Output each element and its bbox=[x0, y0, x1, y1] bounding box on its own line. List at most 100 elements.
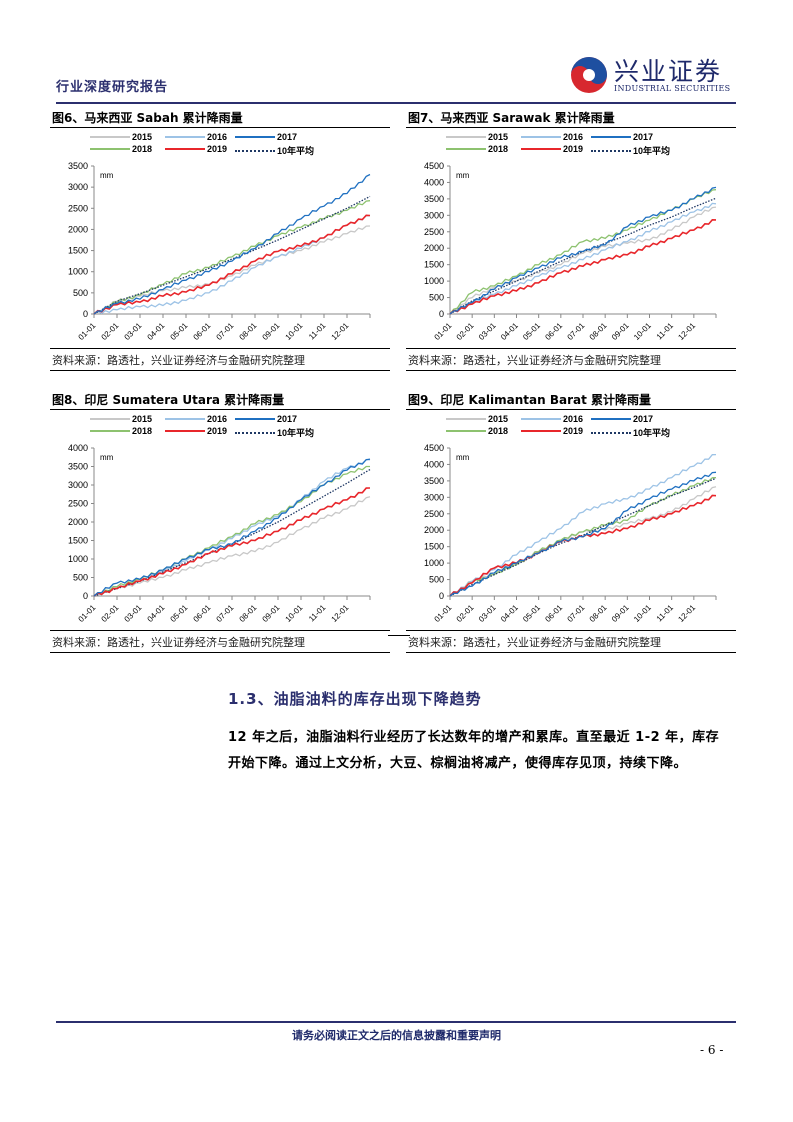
chart-legend: 2015 2016 2017 2018 2019 10年平均 bbox=[50, 132, 390, 156]
svg-text:09-01: 09-01 bbox=[610, 321, 631, 342]
dotted-line-swatch-icon bbox=[235, 431, 275, 434]
svg-text:4000: 4000 bbox=[424, 177, 444, 187]
svg-text:2000: 2000 bbox=[68, 517, 88, 527]
legend-label: 2016 bbox=[563, 414, 584, 424]
figure-title: 图6、马来西亚 Sabah 累计降雨量 bbox=[52, 111, 243, 125]
dotted-line-swatch-icon bbox=[591, 431, 631, 434]
legend-label: 2017 bbox=[633, 132, 654, 142]
legend-item-10年平均: 10年平均 bbox=[235, 426, 314, 439]
line-chart: 0 500 1000 1500 2000 2500 3000 3500 4000 4500 mm 01… bbox=[424, 443, 717, 624]
section-title: 1.3、油脂油料的库存出现下降趋势 bbox=[228, 690, 482, 708]
legend-label: 10年平均 bbox=[633, 146, 671, 156]
svg-text:mm: mm bbox=[100, 171, 114, 180]
svg-text:3000: 3000 bbox=[68, 182, 88, 192]
legend-label: 2019 bbox=[207, 144, 228, 154]
line-swatch-icon bbox=[235, 136, 275, 138]
svg-text:mm: mm bbox=[456, 453, 470, 462]
svg-text:04-01: 04-01 bbox=[146, 603, 167, 624]
svg-text:08-01: 08-01 bbox=[238, 603, 259, 624]
svg-text:0: 0 bbox=[83, 591, 88, 601]
line-swatch-icon bbox=[165, 136, 205, 138]
line-swatch-icon bbox=[521, 148, 561, 150]
line-swatch-icon bbox=[446, 148, 486, 150]
svg-text:4000: 4000 bbox=[424, 459, 444, 469]
svg-text:08-01: 08-01 bbox=[588, 321, 609, 342]
svg-text:03-01: 03-01 bbox=[123, 603, 144, 624]
line-swatch-icon bbox=[90, 148, 130, 150]
svg-text:500: 500 bbox=[73, 573, 88, 583]
line-swatch-icon bbox=[446, 430, 486, 432]
svg-text:06-01: 06-01 bbox=[543, 603, 564, 624]
svg-text:09-01: 09-01 bbox=[610, 603, 631, 624]
svg-text:02-01: 02-01 bbox=[100, 603, 121, 624]
svg-text:05-01: 05-01 bbox=[521, 321, 542, 342]
svg-text:12-01: 12-01 bbox=[676, 321, 697, 342]
svg-text:01-01: 01-01 bbox=[77, 603, 98, 624]
line-swatch-icon bbox=[90, 430, 130, 432]
svg-text:3500: 3500 bbox=[424, 194, 444, 204]
legend-label: 2018 bbox=[132, 426, 153, 436]
dotted-line-swatch-icon bbox=[235, 149, 275, 152]
svg-text:mm: mm bbox=[100, 453, 114, 462]
svg-text:2500: 2500 bbox=[68, 499, 88, 509]
svg-text:03-01: 03-01 bbox=[477, 603, 498, 624]
svg-text:1500: 1500 bbox=[68, 536, 88, 546]
svg-text:0: 0 bbox=[439, 309, 444, 319]
svg-text:05-01: 05-01 bbox=[521, 603, 542, 624]
line-swatch-icon bbox=[521, 430, 561, 432]
svg-text:02-01: 02-01 bbox=[455, 603, 476, 624]
svg-text:07-01: 07-01 bbox=[566, 321, 587, 342]
svg-text:1500: 1500 bbox=[424, 542, 444, 552]
figure-title: 图8、印尼 Sumatera Utara 累计降雨量 bbox=[52, 393, 285, 407]
legend-item-2019: 2019 bbox=[521, 426, 583, 436]
svg-text:4000: 4000 bbox=[68, 443, 88, 453]
figure-source-rule bbox=[50, 348, 390, 349]
svg-text:3000: 3000 bbox=[424, 210, 444, 220]
figure-bottom-rule bbox=[406, 370, 736, 371]
legend-item-2016: 2016 bbox=[521, 414, 583, 424]
svg-text:2000: 2000 bbox=[424, 243, 444, 253]
figure-title-rule bbox=[406, 409, 736, 410]
svg-text:12-01: 12-01 bbox=[676, 603, 697, 624]
figure-source: 资料来源：路透社，兴业证券经济与金融研究院整理 bbox=[408, 354, 661, 367]
svg-text:02-01: 02-01 bbox=[100, 321, 121, 342]
legend-item-2015: 2015 bbox=[446, 132, 508, 142]
figure-title-rule bbox=[406, 127, 736, 128]
svg-text:10-01: 10-01 bbox=[284, 603, 305, 624]
figure-bottom-rule bbox=[50, 652, 390, 653]
logo-text-en: INDUSTRIAL SECURITIES bbox=[614, 84, 731, 93]
legend-item-2017: 2017 bbox=[235, 132, 297, 142]
legend-item-2017: 2017 bbox=[591, 414, 653, 424]
legend-label: 2015 bbox=[488, 132, 509, 142]
legend-label: 2019 bbox=[207, 426, 228, 436]
legend-item-2019: 2019 bbox=[165, 144, 227, 154]
svg-text:2500: 2500 bbox=[424, 227, 444, 237]
figure-7: 图7、马来西亚 Sarawak 累计降雨量 2015 2016 2017 2018 201… bbox=[406, 106, 736, 374]
svg-text:11-01: 11-01 bbox=[307, 603, 328, 624]
figure-title-rule bbox=[50, 127, 390, 128]
svg-text:06-01: 06-01 bbox=[192, 603, 213, 624]
legend-label: 2019 bbox=[563, 144, 584, 154]
svg-text:07-01: 07-01 bbox=[566, 603, 587, 624]
svg-text:4500: 4500 bbox=[424, 443, 444, 453]
svg-text:3500: 3500 bbox=[424, 476, 444, 486]
figure-bottom-rule bbox=[50, 370, 390, 371]
report-type: 行业深度研究报告 bbox=[56, 80, 169, 95]
legend-label: 2019 bbox=[563, 426, 584, 436]
legend-label: 2016 bbox=[207, 414, 228, 424]
svg-text:4500: 4500 bbox=[424, 161, 444, 171]
figure-source-rule bbox=[406, 630, 736, 631]
svg-text:1000: 1000 bbox=[424, 276, 444, 286]
legend-item-2019: 2019 bbox=[165, 426, 227, 436]
line-swatch-icon bbox=[521, 136, 561, 138]
svg-text:500: 500 bbox=[429, 575, 444, 585]
svg-text:09-01: 09-01 bbox=[261, 603, 282, 624]
legend-label: 2015 bbox=[132, 414, 153, 424]
figure-6: 图6、马来西亚 Sabah 累计降雨量 2015 2016 2017 2018 2019 1… bbox=[50, 106, 390, 374]
svg-text:08-01: 08-01 bbox=[588, 603, 609, 624]
svg-text:08-01: 08-01 bbox=[238, 321, 259, 342]
legend-item-2018: 2018 bbox=[90, 426, 152, 436]
svg-text:2000: 2000 bbox=[424, 525, 444, 535]
svg-text:10-01: 10-01 bbox=[632, 603, 653, 624]
svg-text:05-01: 05-01 bbox=[169, 603, 190, 624]
